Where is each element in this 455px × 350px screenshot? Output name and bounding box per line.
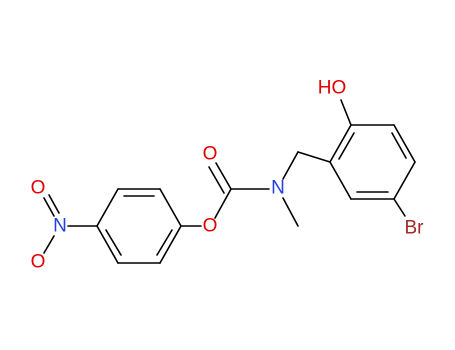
bonds bbox=[43, 99, 416, 264]
atom-label: N bbox=[53, 216, 67, 237]
atom-label: N bbox=[271, 178, 285, 199]
atom-label: O bbox=[203, 216, 218, 237]
atom-label: O bbox=[31, 178, 46, 199]
atom-label: O bbox=[203, 144, 218, 165]
atom-label: HO bbox=[318, 78, 347, 99]
atom-label: Br bbox=[405, 218, 425, 239]
atom-label: O bbox=[31, 252, 46, 273]
atom-labels: HO O N O Br N O O bbox=[31, 78, 425, 273]
